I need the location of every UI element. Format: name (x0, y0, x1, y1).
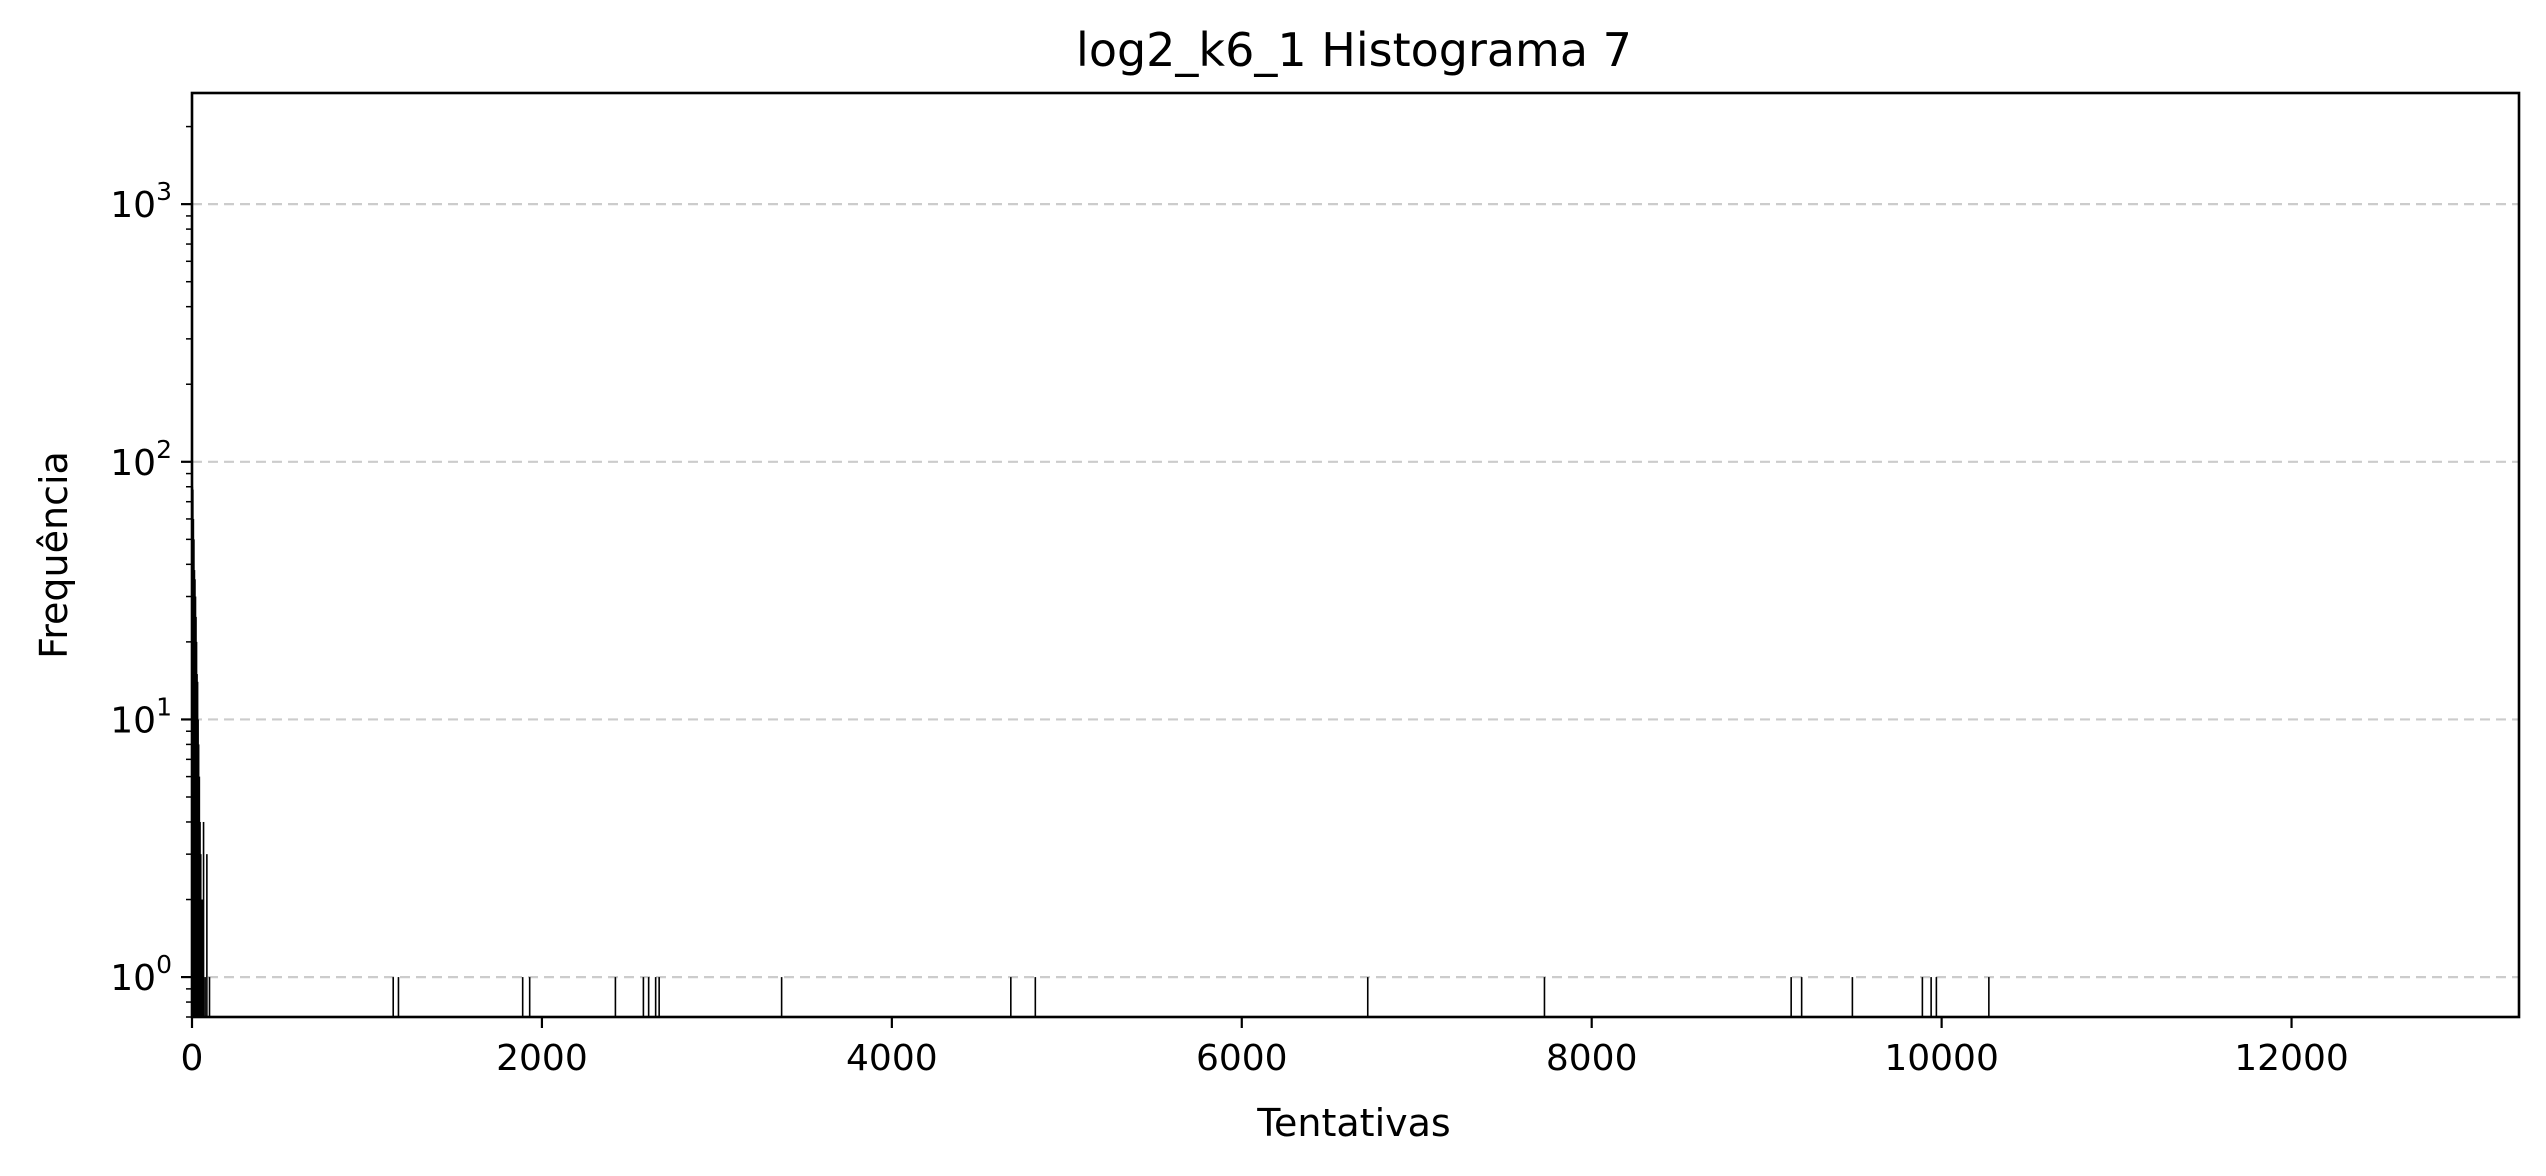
y-tick-label-0: 100 (110, 950, 172, 999)
x-tick-label-2: 4000 (846, 1038, 938, 1079)
histogram-bar-16 (200, 899, 203, 1017)
histogram-bar-35 (1543, 977, 1546, 1017)
histogram-bar-25 (528, 977, 531, 1017)
y-tick-exponent-0: 0 (156, 950, 172, 979)
x-tick-label-1: 2000 (496, 1038, 588, 1079)
histogram-bar-24 (521, 977, 524, 1017)
histogram-bars (191, 486, 1990, 1018)
histogram-bar-17 (201, 899, 204, 1017)
y-tick-base-1: 10 (110, 700, 156, 741)
y-tick-exponent-2: 2 (156, 435, 172, 464)
histogram-bar-32 (1010, 977, 1012, 1017)
y-axis-label: Frequência (32, 451, 76, 659)
x-axis-label: Tentativas (1256, 1101, 1450, 1145)
x-tick-label-4: 8000 (1546, 1038, 1638, 1079)
histogram-bar-20 (206, 854, 208, 1017)
x-tick-label-5: 10000 (1884, 1038, 1999, 1079)
y-tick-label-2: 102 (110, 435, 172, 484)
histogram-bar-21 (208, 977, 211, 1017)
histogram-bar-41 (1935, 977, 1938, 1017)
histogram-bar-37 (1800, 977, 1803, 1017)
histogram-bar-23 (397, 977, 400, 1017)
y-gridlines (192, 203, 2519, 979)
y-tick-base-2: 10 (110, 443, 156, 484)
histogram-bar-33 (1034, 977, 1037, 1017)
x-tick-label-3: 6000 (1196, 1038, 1288, 1079)
x-axis-ticks: 0 2000 4000 6000 8000 10000 12000 (181, 1017, 2349, 1079)
histogram-bar-40 (1930, 977, 1932, 1017)
histogram-bar-27 (642, 977, 645, 1017)
x-tick-label-6: 12000 (2234, 1038, 2349, 1079)
histogram-bar-31 (780, 977, 783, 1017)
y-tick-label-1: 101 (110, 692, 172, 741)
histogram-bar-36 (1790, 977, 1792, 1017)
histogram-bar-42 (1988, 977, 1990, 1017)
plot-frame (190, 91, 2521, 1019)
y-tick-label-3: 103 (110, 177, 172, 226)
histogram-bar-30 (658, 977, 660, 1017)
y-tick-base-0: 10 (110, 958, 156, 999)
histogram-bar-19 (204, 977, 206, 1017)
histogram-bar-18 (202, 821, 205, 1017)
y-tick-base-3: 10 (110, 185, 156, 226)
histogram-bar-34 (1366, 977, 1369, 1017)
y-tick-exponent-3: 3 (156, 177, 172, 206)
histogram-bar-38 (1851, 977, 1854, 1017)
x-tick-label-0: 0 (181, 1038, 204, 1079)
y-tick-exponent-1: 1 (156, 692, 172, 721)
histogram-bar-26 (614, 977, 617, 1017)
histogram-bar-22 (392, 977, 395, 1017)
histogram-bar-15 (199, 854, 202, 1017)
histogram-bar-39 (1921, 977, 1924, 1017)
chart-title: log2_k6_1 Histograma 7 (1076, 23, 1632, 77)
histogram-bar-29 (654, 977, 657, 1017)
histogram-bar-28 (647, 977, 650, 1017)
